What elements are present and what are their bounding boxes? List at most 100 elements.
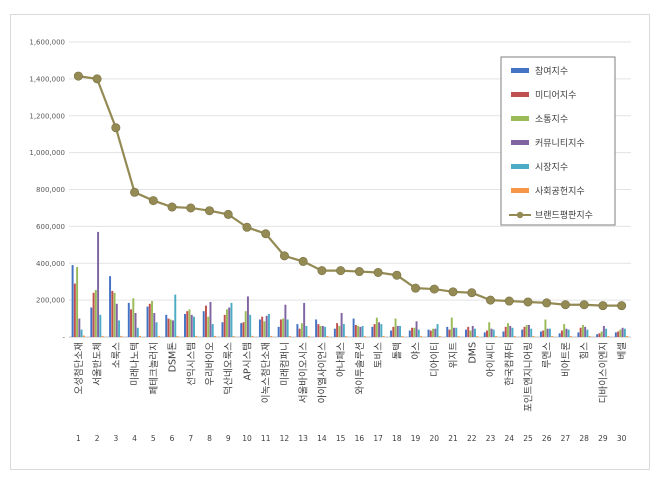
bar [432,328,434,337]
bar [342,324,345,337]
bar [265,315,268,337]
rank-label: 30 [617,434,627,443]
bar [155,322,158,337]
rank-label: 25 [523,434,533,443]
bar [321,325,324,337]
bar [333,328,336,337]
bar [305,325,308,337]
y-tick-label: 1,600,000 [29,39,65,47]
x-tick-label: 야스 [411,342,422,360]
bar [453,327,455,337]
bar [614,332,617,337]
chart-frame: - 200,000 400,000 600,000 800,000 1,000,000 1,… [10,14,650,470]
x-tick-label: 이녹스첨단소재 [261,342,272,403]
line-point [523,297,533,307]
bar [544,319,547,337]
bar [186,311,189,337]
x-tick-label: 오성첨단소재 [74,342,85,394]
bar [471,325,474,337]
bar [371,326,374,337]
x-tick-label: 아나패스 [336,342,347,377]
bar [202,311,205,337]
rank-label: 15 [336,434,346,443]
bar [296,324,299,337]
x-tick-label: 힘스 [580,342,591,360]
line-point [411,283,421,293]
y-tick-label: 200,000 [36,297,65,305]
rank-label: 12 [280,434,290,443]
legend-label: 소통지수 [535,114,568,125]
line-point [205,206,215,216]
rank-label: 24 [504,434,514,443]
rank-label: 19 [411,434,421,443]
bar [286,319,289,337]
bar [602,325,605,337]
rank-label: 28 [579,434,589,443]
bar [169,319,172,337]
bar [223,314,226,337]
bar [539,331,542,337]
rank-label: 20 [430,434,440,443]
bar [605,328,608,337]
legend-label: 참여지수 [535,65,568,77]
bar [319,325,322,337]
bar [307,336,310,337]
bar [97,231,100,337]
bar [136,327,139,337]
x-tick-label: 비아트론 [561,342,572,377]
bar [101,335,104,337]
x-tick-label: 톨텍 [392,342,403,359]
bar [429,330,432,337]
bar [392,326,395,337]
rank-label: 6 [170,434,175,443]
bar [569,336,572,337]
x-tick-label: 미래나노텍 [130,342,141,386]
legend-label: 브랜드평판지수 [535,210,593,221]
bar [577,332,580,337]
bar [396,325,399,337]
bar [363,336,366,337]
bar [279,319,282,337]
bar [486,330,488,337]
bar [586,329,589,337]
x-tick-label: 미래컴퍼니 [279,342,291,386]
bar [546,328,549,337]
bar [207,316,210,337]
legend-label: 미디어지수 [535,90,576,101]
rank-label: 3 [113,434,118,443]
bar [513,336,516,337]
bar [338,325,341,337]
legend-swatch [511,116,529,121]
rank-label: 14 [317,434,327,443]
bar [394,318,397,337]
rank-label: 22 [467,434,477,443]
legend-swatch [511,164,529,169]
y-tick-label: 1,400,000 [29,75,65,83]
bar [530,328,533,337]
bar [172,320,174,337]
line-point [317,266,327,276]
y-tick-label: - [62,334,65,342]
bar [139,335,142,337]
bar [78,318,81,337]
rank-label: 7 [188,434,193,443]
bar [315,319,318,337]
bar [504,326,507,337]
line-point [148,196,158,206]
bar [230,302,233,337]
bar [375,317,378,337]
bar [267,313,270,337]
line-point [485,295,495,305]
bar [118,320,121,337]
bar [623,328,626,337]
bar [317,324,320,337]
bar [588,336,591,337]
bar [336,323,339,337]
bar [455,327,458,337]
bar [284,304,287,337]
line-point [336,266,346,276]
line-point [579,300,589,310]
bar [232,336,235,337]
bar [434,328,437,337]
bar [282,318,285,337]
